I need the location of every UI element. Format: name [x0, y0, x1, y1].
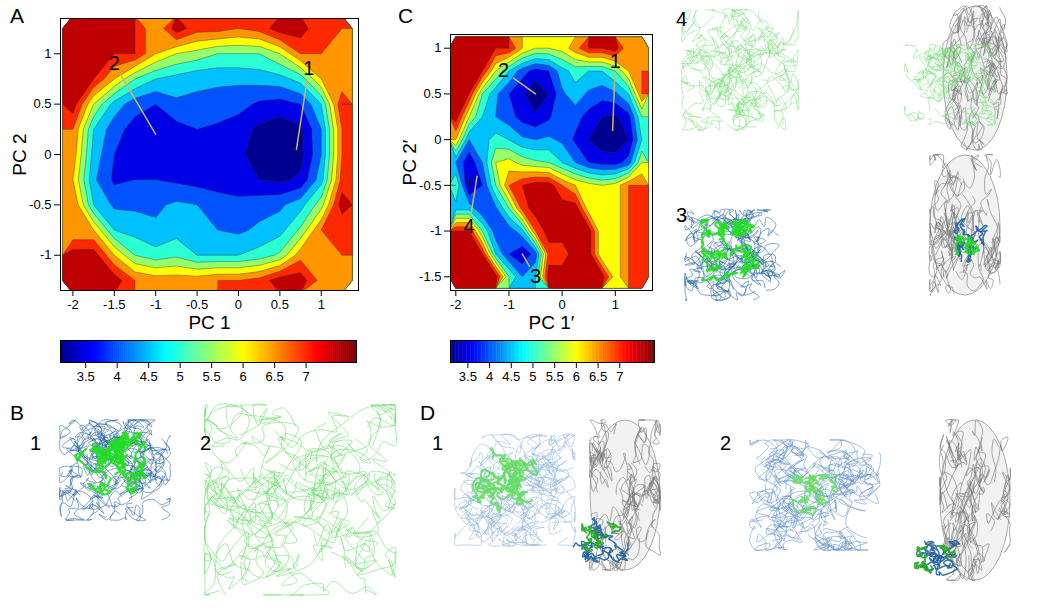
svg-text:5: 5: [177, 369, 184, 384]
svg-text:3.5: 3.5: [459, 369, 477, 384]
svg-text:1: 1: [44, 46, 51, 61]
svg-text:0: 0: [559, 297, 566, 312]
svg-text:0: 0: [44, 147, 51, 162]
svg-text:1: 1: [318, 297, 325, 312]
svg-text:2: 2: [109, 52, 120, 74]
svg-text:0: 0: [235, 297, 242, 312]
svg-text:1: 1: [432, 432, 443, 454]
svg-text:1: 1: [30, 432, 41, 454]
svg-text:0: 0: [434, 132, 441, 147]
svg-text:7: 7: [616, 369, 623, 384]
svg-text:1: 1: [434, 40, 441, 55]
svg-text:-0.5: -0.5: [419, 178, 441, 193]
svg-text:-1.5: -1.5: [419, 269, 441, 284]
svg-text:5.5: 5.5: [203, 369, 221, 384]
svg-text:-1.5: -1.5: [103, 297, 125, 312]
svg-text:1: 1: [612, 297, 619, 312]
svg-text:1: 1: [303, 57, 314, 79]
svg-text:2: 2: [720, 432, 731, 454]
html-text:C: C: [398, 4, 414, 27]
svg-text:D: D: [420, 401, 435, 424]
svg-text:PC 1′: PC 1′: [529, 312, 575, 333]
svg-text:4: 4: [464, 215, 475, 237]
svg-text:2: 2: [498, 59, 509, 81]
svg-text:0.5: 0.5: [33, 96, 51, 111]
svg-text:-1: -1: [503, 297, 515, 312]
svg-text:3.5: 3.5: [77, 369, 95, 384]
svg-text:7: 7: [302, 369, 309, 384]
svg-text:5: 5: [529, 369, 536, 384]
svg-text:6: 6: [240, 369, 247, 384]
svg-text:B: B: [10, 401, 24, 424]
svg-text:4.5: 4.5: [502, 369, 520, 384]
svg-text:6.5: 6.5: [266, 369, 284, 384]
svg-text:4.5: 4.5: [140, 369, 158, 384]
svg-text:5.5: 5.5: [546, 369, 564, 384]
svg-text:-1: -1: [40, 247, 52, 262]
svg-text:2: 2: [200, 432, 211, 454]
svg-text:PC 2: PC 2: [9, 133, 30, 175]
svg-text:PC 2′: PC 2′: [399, 139, 420, 185]
svg-text:1: 1: [610, 50, 621, 72]
svg-text:-0.5: -0.5: [29, 197, 51, 212]
svg-text:3: 3: [530, 265, 541, 287]
svg-text:4: 4: [114, 369, 121, 384]
svg-text:4: 4: [676, 8, 687, 30]
svg-text:6.5: 6.5: [589, 369, 607, 384]
html-text:A: A: [10, 4, 24, 27]
svg-text:PC 1: PC 1: [188, 312, 230, 333]
svg-text:0.5: 0.5: [423, 86, 441, 101]
svg-text:6: 6: [573, 369, 580, 384]
svg-text:3: 3: [676, 204, 687, 226]
svg-text:-1: -1: [430, 223, 442, 238]
svg-text:-2: -2: [67, 297, 79, 312]
svg-text:-1: -1: [150, 297, 162, 312]
svg-text:-0.5: -0.5: [186, 297, 208, 312]
svg-text:-2: -2: [450, 297, 462, 312]
svg-text:0.5: 0.5: [271, 297, 289, 312]
svg-text:4: 4: [486, 369, 493, 384]
